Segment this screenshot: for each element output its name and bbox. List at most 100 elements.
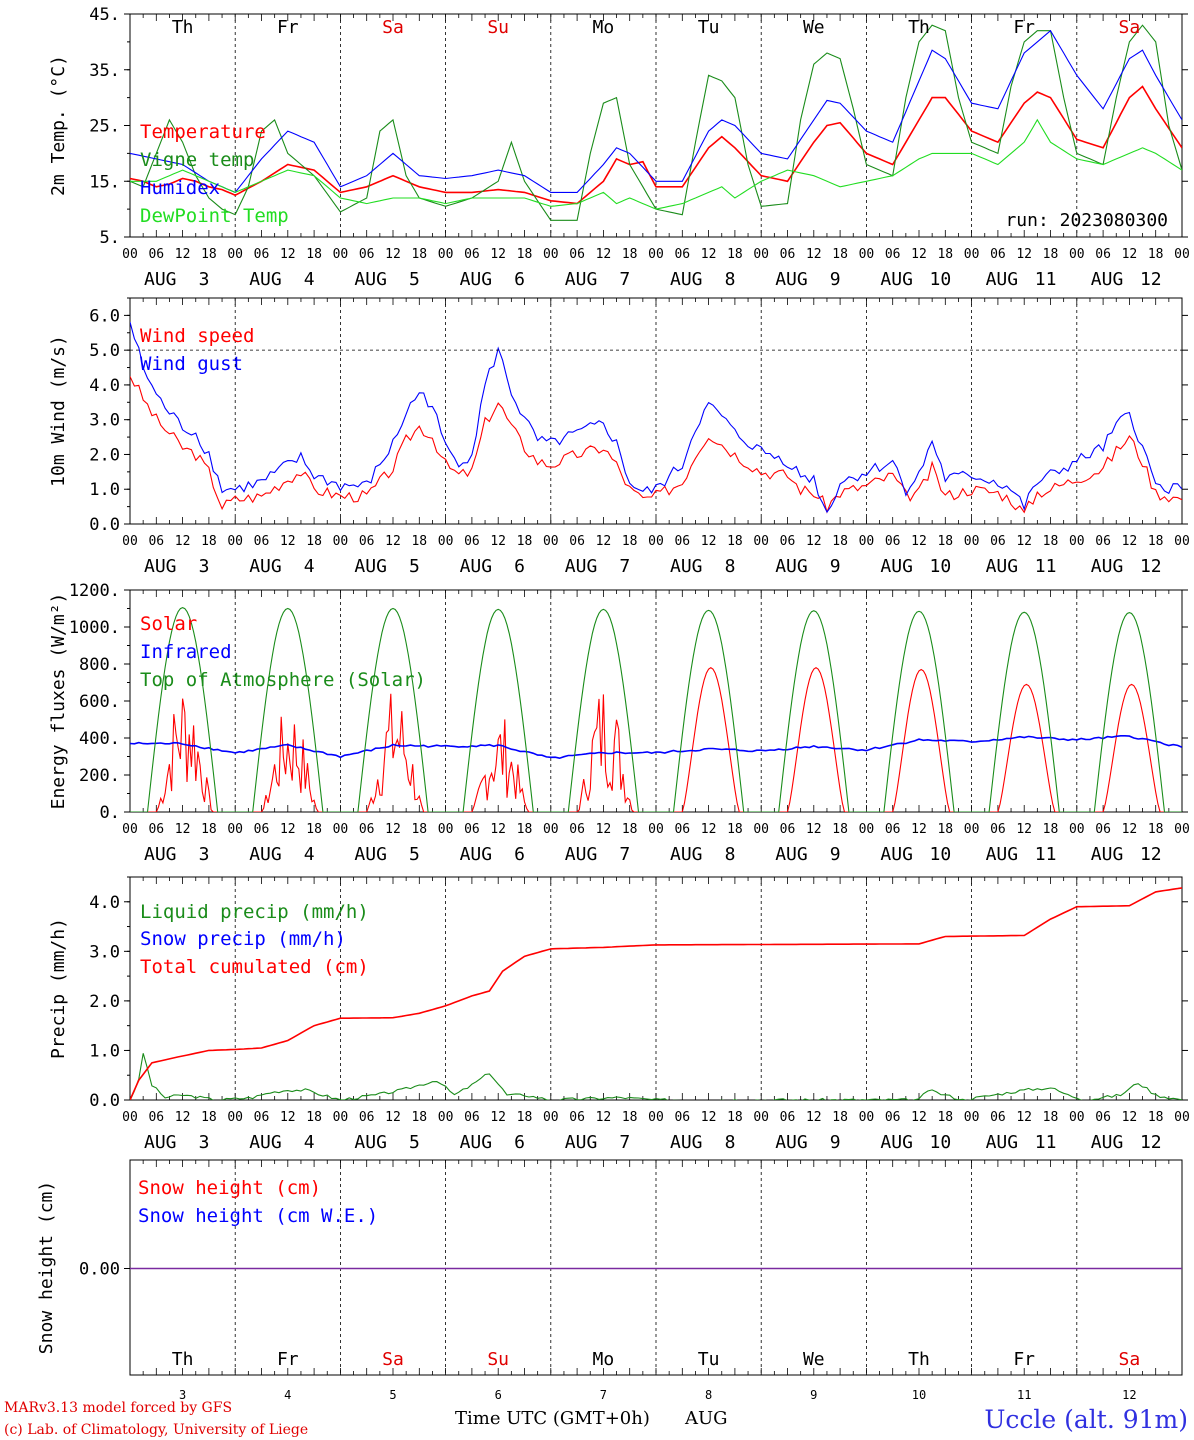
series-line-total-cumulated-cm-	[130, 887, 1182, 1100]
day-name-label: Fr	[1013, 1349, 1035, 1370]
hour-tick-label: 00	[964, 1110, 980, 1125]
hour-tick-label: 18	[201, 534, 217, 549]
legend-entry: Top of Atmosphere (Solar)	[140, 669, 426, 691]
lab-credit-line: (c) Lab. of Climatology, University of L…	[4, 1422, 308, 1438]
hour-tick-label: 06	[148, 822, 164, 837]
y-tick-label: 4.0	[89, 893, 120, 913]
hour-tick-label: 06	[1095, 822, 1111, 837]
hour-tick-label: 18	[201, 1110, 217, 1125]
hour-tick-label: 00	[964, 534, 980, 549]
chart-panel-energy: 0. 200. 400. 600. 800. 1000. 1200.Energy fluxe…	[48, 581, 1190, 865]
y-tick-label: 1.0	[89, 1041, 120, 1061]
month-label: AUG	[775, 1132, 808, 1153]
hour-tick-label: 00	[543, 1110, 559, 1125]
hour-tick-label: 06	[569, 247, 585, 262]
y-tick-label: 2.0	[89, 992, 120, 1012]
hour-tick-label: 12	[701, 534, 717, 549]
date-label: 6	[495, 1388, 502, 1402]
hour-tick-label: 18	[937, 1110, 953, 1125]
date-label: 3	[199, 556, 210, 577]
hour-tick-label: 12	[385, 1110, 401, 1125]
series-group	[130, 24, 1182, 221]
date-label: 8	[725, 269, 736, 290]
month-label: AUG	[880, 269, 913, 290]
hour-tick-label: 06	[569, 534, 585, 549]
legend-entry: Temperature	[140, 121, 266, 143]
date-label: 9	[830, 269, 841, 290]
hour-tick-label: 06	[359, 534, 375, 549]
month-label: AUG	[1091, 844, 1124, 865]
hour-tick-label: 18	[937, 534, 953, 549]
time-axis-month: AUG	[684, 1408, 728, 1429]
date-label: 3	[199, 1132, 210, 1153]
date-label: 9	[810, 1388, 817, 1402]
month-label: AUG	[775, 556, 808, 577]
hour-tick-label: 12	[490, 1110, 506, 1125]
date-label: 7	[619, 844, 630, 865]
day-name-label: Fr	[277, 17, 299, 38]
hour-tick-label: 06	[674, 822, 690, 837]
hour-tick-label: 06	[885, 534, 901, 549]
hour-tick-label: 18	[1148, 534, 1164, 549]
hour-tick-label: 12	[1016, 822, 1032, 837]
month-label: AUG	[1091, 269, 1124, 290]
date-label: 5	[409, 1132, 420, 1153]
hour-tick-label: 06	[780, 247, 796, 262]
day-name-label: Th	[908, 1349, 930, 1370]
y-axis-label: 10m Wind (m/s)	[48, 335, 69, 487]
hour-tick-label: 00	[648, 534, 664, 549]
hour-tick-label: 12	[1016, 534, 1032, 549]
month-label: AUG	[354, 844, 387, 865]
hour-tick-label: 06	[780, 534, 796, 549]
hour-tick-label: 18	[727, 1110, 743, 1125]
date-label: 8	[725, 556, 736, 577]
hour-tick-label: 12	[596, 534, 612, 549]
hour-tick-label: 00	[227, 1110, 243, 1125]
series-group	[130, 321, 1182, 514]
hour-tick-label: 00	[227, 247, 243, 262]
hour-tick-label: 18	[517, 822, 533, 837]
hour-tick-label: 18	[1148, 1110, 1164, 1125]
hour-tick-label: 12	[701, 822, 717, 837]
hour-tick-label: 06	[464, 247, 480, 262]
hour-tick-label: 12	[385, 247, 401, 262]
month-label: AUG	[880, 556, 913, 577]
y-tick-label: 1000.	[69, 618, 120, 638]
date-label: 7	[619, 1132, 630, 1153]
legend-entry: Wind speed	[140, 325, 254, 347]
month-label: AUG	[354, 269, 387, 290]
hour-tick-label: 12	[806, 534, 822, 549]
month-label: AUG	[249, 844, 282, 865]
y-tick-label: 1.0	[89, 480, 120, 500]
month-label: AUG	[880, 1132, 913, 1153]
hour-tick-label: 00	[227, 534, 243, 549]
y-tick-label: 45.	[89, 5, 120, 25]
hour-tick-label: 06	[569, 822, 585, 837]
hour-tick-label: 18	[832, 1110, 848, 1125]
day-name-label: We	[803, 17, 825, 38]
y-tick-label: 4.0	[89, 376, 120, 396]
legend-entry: Vigne temp	[140, 149, 254, 171]
hour-tick-label: 06	[254, 1110, 270, 1125]
hour-tick-label: 06	[885, 1110, 901, 1125]
series-line-wind-gust	[130, 321, 1182, 514]
hour-tick-label: 00	[859, 247, 875, 262]
chart-panel-wind: 0.0 1.0 2.0 3.0 4.0 5.0 6.0 10m Wind (m/s) Wind …	[48, 297, 1190, 577]
hour-tick-label: 00	[964, 822, 980, 837]
hour-tick-label: 18	[1043, 247, 1059, 262]
day-name-label: Fr	[277, 1349, 299, 1370]
month-label: AUG	[144, 556, 177, 577]
plot-frame	[129, 13, 1183, 238]
date-label: 7	[619, 556, 630, 577]
y-tick-label: 0.00	[79, 1260, 120, 1280]
day-name-label: Mo	[593, 17, 615, 38]
hour-tick-label: 18	[201, 822, 217, 837]
date-label: 8	[725, 844, 736, 865]
hour-tick-label: 00	[438, 822, 454, 837]
day-name-label: Mo	[593, 1349, 615, 1370]
hour-tick-label: 12	[280, 247, 296, 262]
hour-tick-label: 00	[1174, 822, 1190, 837]
month-label: AUG	[144, 844, 177, 865]
legend-entry: Snow height (cm W.E.)	[138, 1205, 378, 1227]
hour-tick-label: 06	[569, 1110, 585, 1125]
